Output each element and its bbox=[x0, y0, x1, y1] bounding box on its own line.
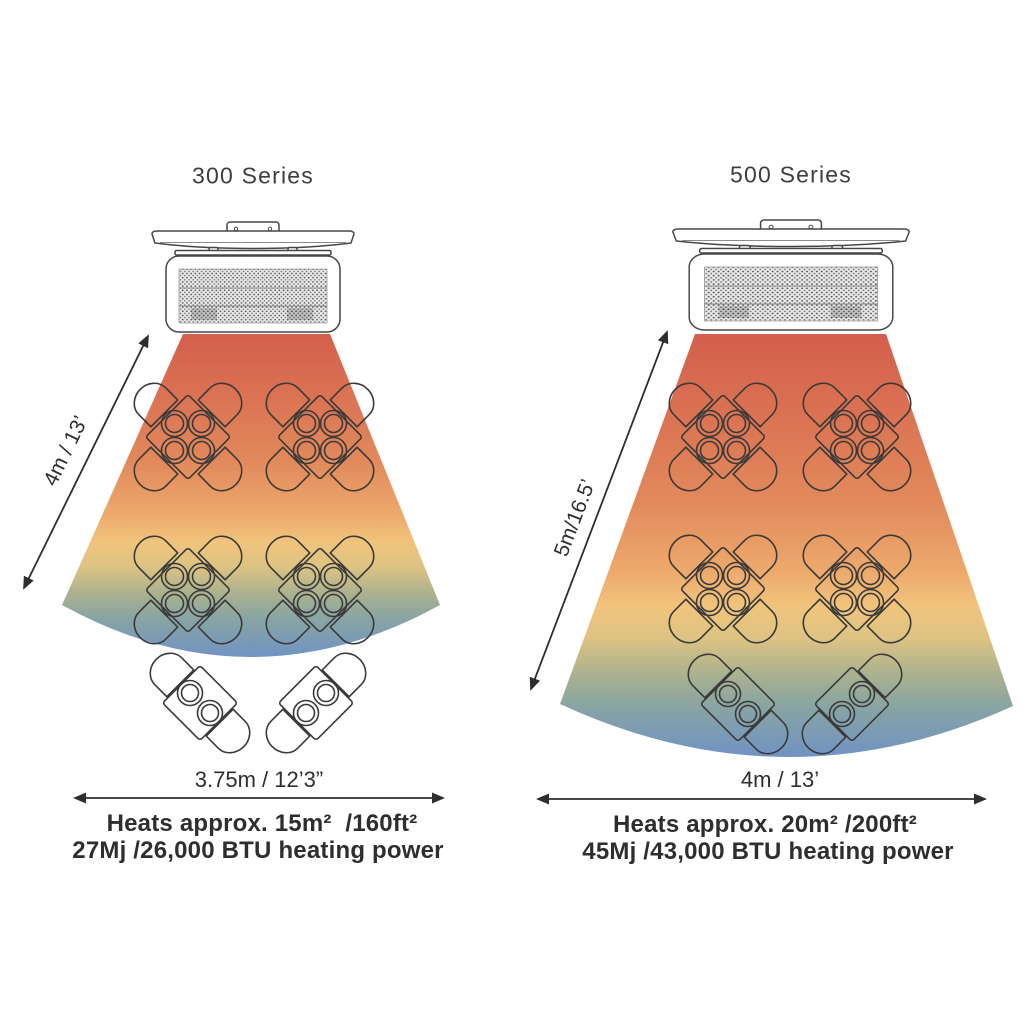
series-title-500: 500 Series bbox=[730, 161, 852, 188]
height-dimension-arrow-300 bbox=[23, 334, 149, 590]
height-dimension-arrow-500 bbox=[529, 330, 669, 691]
spec-area-500: Heats approx. 20m² /200ft² bbox=[613, 810, 917, 838]
width-dimension-label-500: 4m / 13’ bbox=[740, 766, 820, 792]
spec-power-300: 27Mj /26,000 BTU heating power bbox=[72, 836, 444, 864]
spec-power-500: 45Mj /43,000 BTU heating power bbox=[582, 837, 954, 865]
table-2-seat bbox=[143, 646, 257, 760]
spec-area-300: Heats approx. 15m² /160ft² bbox=[106, 809, 418, 837]
width-dimension-label-300: 3.75m / 12’3” bbox=[194, 766, 324, 792]
heat-cone-300 bbox=[62, 334, 440, 657]
heater-500-illustration bbox=[671, 219, 911, 331]
table-2-seat bbox=[259, 646, 373, 760]
diagram-500-series bbox=[529, 219, 1013, 805]
heater-300-illustration bbox=[151, 221, 355, 333]
series-title-300: 300 Series bbox=[192, 162, 314, 189]
diagram-300-series bbox=[23, 221, 445, 804]
heat-cone-500 bbox=[560, 334, 1013, 758]
